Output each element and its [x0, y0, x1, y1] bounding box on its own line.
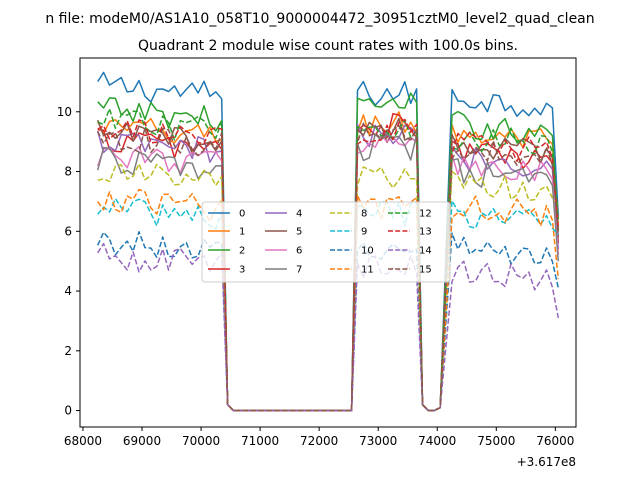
legend-label-15: 15	[419, 265, 432, 276]
x-tick-label: 71000	[241, 434, 279, 448]
legend-box	[201, 201, 451, 283]
series-layer	[96, 71, 560, 412]
y-tick-label: 10	[57, 105, 72, 119]
x-offset-label: +3.617e8	[517, 455, 576, 469]
series-line-8	[97, 163, 559, 412]
legend-label-1: 1	[239, 227, 245, 238]
x-tick-label: 68000	[64, 434, 102, 448]
legend-label-4: 4	[296, 209, 302, 220]
x-tick-label: 72000	[300, 434, 338, 448]
legend-label-0: 0	[239, 209, 245, 220]
x-tick-label: 73000	[359, 434, 397, 448]
y-tick-label: 2	[64, 344, 72, 358]
series-line-15	[97, 122, 560, 412]
x-tick-label: 75000	[477, 434, 515, 448]
plot-frame	[79, 57, 577, 428]
y-tick-label: 6	[64, 224, 72, 238]
legend-label-9: 9	[361, 227, 367, 238]
legend-label-2: 2	[239, 246, 245, 257]
y-tick-label: 4	[64, 284, 72, 298]
series-line-14	[97, 242, 560, 412]
legend-label-14: 14	[419, 246, 432, 257]
legend-label-12: 12	[419, 209, 432, 220]
x-tick-label: 70000	[182, 434, 220, 448]
legend-label-10: 10	[361, 246, 374, 257]
figure-suptitle: n file: modeM0/AS1A10_058T10_9000004472_…	[45, 11, 594, 27]
legend-label-6: 6	[296, 246, 302, 257]
legend-label-11: 11	[361, 265, 374, 276]
x-tick-label: 69000	[123, 434, 161, 448]
chart-title: Quadrant 2 module wise count rates with …	[138, 38, 518, 54]
legend-label-3: 3	[239, 265, 245, 276]
x-tick-label: 76000	[536, 434, 574, 448]
legend-label-13: 13	[419, 227, 432, 238]
y-tick-label: 0	[64, 404, 72, 418]
legend-label-7: 7	[296, 265, 302, 276]
axes-ticks: 68000 69000 70000 71000 72000 73000 74000 75000…	[57, 105, 575, 448]
legend-label-8: 8	[361, 209, 367, 220]
y-tick-label: 8	[64, 165, 72, 179]
x-tick-label: 74000	[418, 434, 456, 448]
legend-label-5: 5	[296, 227, 302, 238]
